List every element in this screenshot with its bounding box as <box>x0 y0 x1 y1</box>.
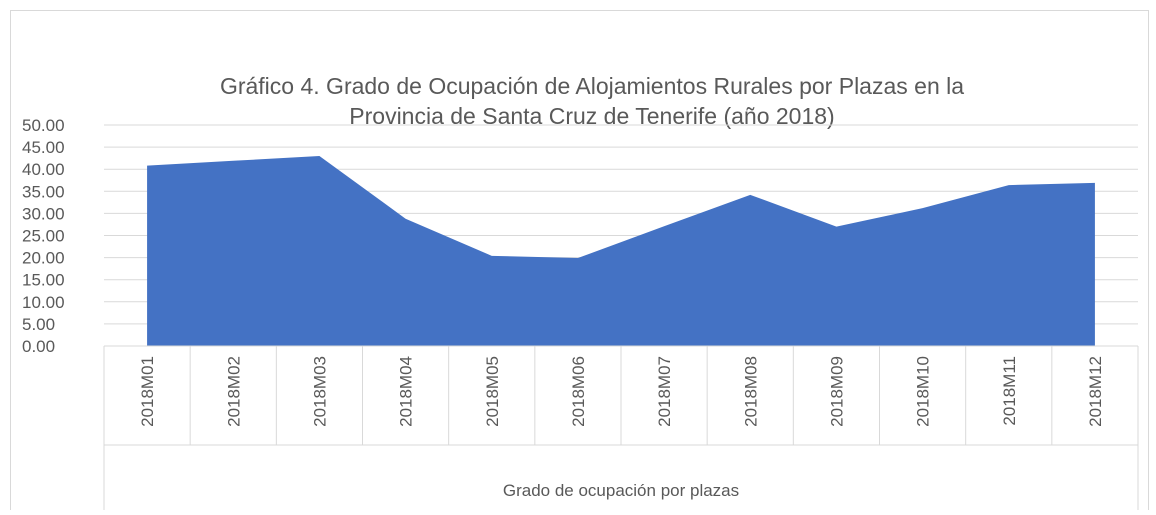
y-tick-label: 45.00 <box>22 138 65 157</box>
x-tick-label: 2018M09 <box>827 356 846 427</box>
x-tick-label: 2018M01 <box>138 356 157 427</box>
y-tick-label: 35.00 <box>22 182 65 201</box>
x-tick-label: 2018M10 <box>914 356 933 427</box>
y-tick-label: 25.00 <box>22 227 65 246</box>
x-tick-label: 2018M03 <box>310 356 329 427</box>
x-tick-label: 2018M05 <box>483 356 502 427</box>
y-tick-label: 0.00 <box>22 337 55 356</box>
y-tick-label: 10.00 <box>22 293 65 312</box>
x-tick-label: 2018M02 <box>224 356 243 427</box>
chart-title: Gráfico 4. Grado de Ocupación de Alojami… <box>220 73 964 99</box>
x-tick-label: 2018M08 <box>741 356 760 427</box>
y-tick-label: 5.00 <box>22 315 55 334</box>
x-tick-label: 2018M12 <box>1086 356 1105 427</box>
x-tick-label: 2018M04 <box>397 356 416 427</box>
y-tick-label: 20.00 <box>22 249 65 268</box>
y-tick-label: 50.00 <box>22 116 65 135</box>
x-tick-label: 2018M11 <box>1000 356 1019 426</box>
x-group-label: Grado de ocupación por plazas <box>503 481 739 500</box>
x-tick-label: 2018M07 <box>655 356 674 427</box>
y-tick-label: 40.00 <box>22 160 65 179</box>
y-tick-label: 30.00 <box>22 204 65 223</box>
y-tick-label: 15.00 <box>22 271 65 290</box>
x-tick-label: 2018M06 <box>569 356 588 427</box>
area <box>147 155 1095 346</box>
